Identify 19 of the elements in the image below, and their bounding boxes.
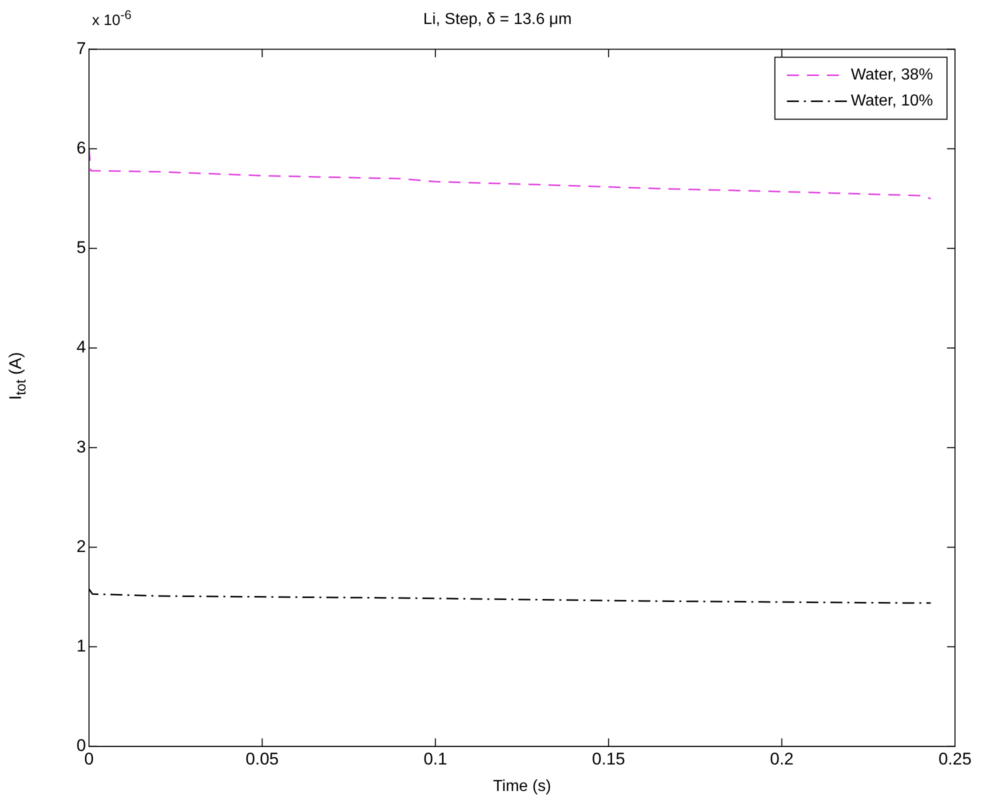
y-tick-label: 6 (76, 138, 86, 158)
x-tick-label: 0.2 (770, 749, 794, 768)
y-tick-label: 4 (76, 338, 86, 357)
y-tick-label: 7 (76, 38, 86, 58)
legend-label: Water, 38% (850, 66, 933, 84)
legend-label: Water, 10% (850, 92, 933, 110)
chart-title: Li, Step, δ = 13.6 μm (423, 11, 572, 28)
text: x 10$^{-6}$ (92, 8, 132, 29)
x-tick-label: 0.15 (592, 749, 626, 768)
x-tick-label: 0.25 (938, 749, 972, 768)
x-tick-label: 0.05 (246, 749, 279, 768)
y-tick-label: 2 (76, 536, 86, 556)
y-tick-label: 3 (76, 437, 86, 456)
x-axis-title: Time (s) (492, 778, 552, 795)
y-tick-label: 0 (76, 736, 86, 756)
x-tick-label: 0.1 (424, 749, 448, 768)
y-tick-label: 1 (76, 636, 86, 656)
y-tick-label: 5 (76, 238, 86, 258)
line-series (89, 148, 932, 200)
